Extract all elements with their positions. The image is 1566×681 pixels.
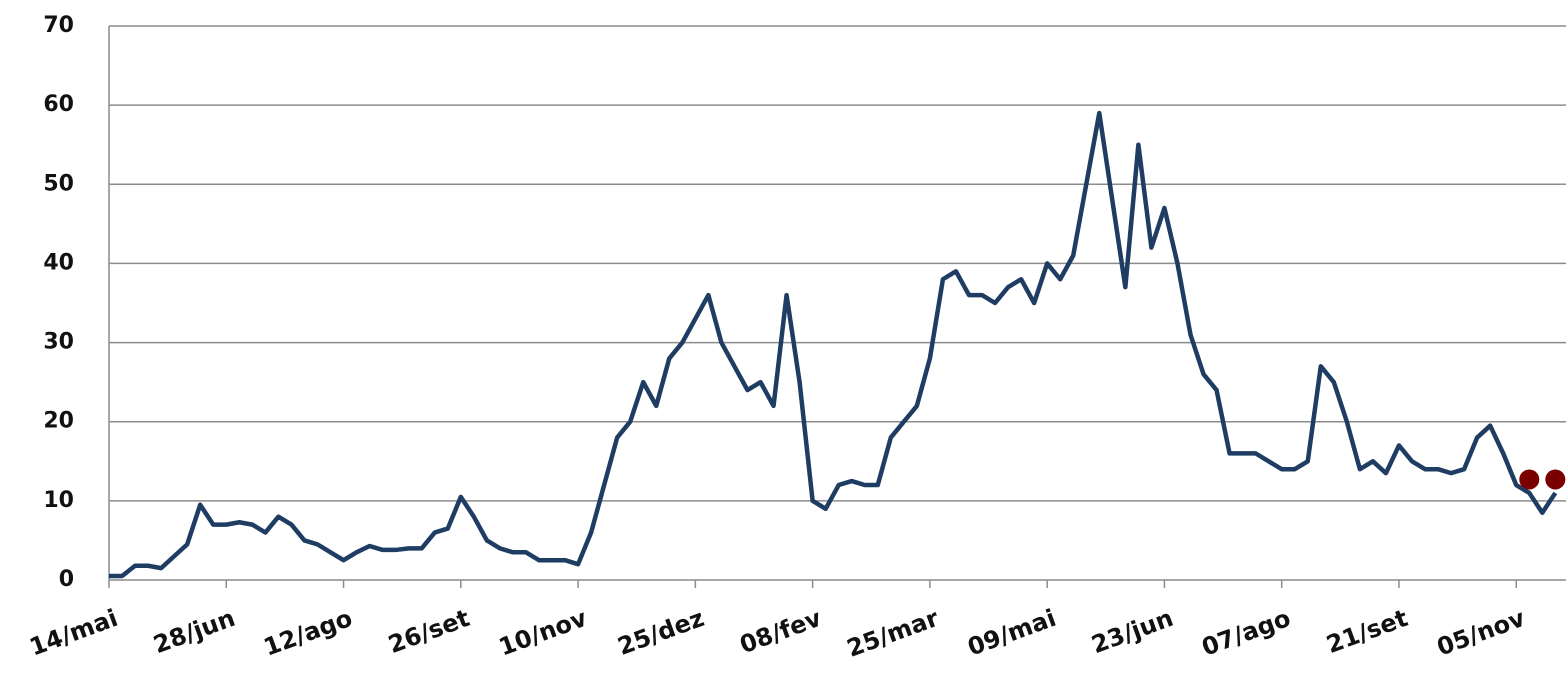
data-point xyxy=(1519,469,1540,490)
y-tick-label: 40 xyxy=(43,250,74,275)
x-tick-label: 08/fev xyxy=(736,604,825,659)
x-tick-label: 25/mar xyxy=(843,604,942,663)
y-tick-label: 30 xyxy=(43,330,74,355)
y-tick-label: 20 xyxy=(43,409,74,434)
data-point xyxy=(1545,469,1566,490)
data-line xyxy=(109,110,1558,579)
x-tick-label: 14/mai xyxy=(26,604,122,662)
x-tick-label: 10/nov xyxy=(495,604,591,662)
x-tick-label: 25/dez xyxy=(614,604,708,661)
x-tick-label: 07/ago xyxy=(1198,604,1294,662)
y-tick-label: 60 xyxy=(43,92,74,117)
x-tick-label: 09/mai xyxy=(964,604,1060,662)
y-tick-label: 70 xyxy=(43,13,74,38)
y-tick-label: 0 xyxy=(59,567,74,592)
y-tick-label: 50 xyxy=(43,171,74,196)
x-tick-label: 26/set xyxy=(385,604,474,659)
x-tick-label: 21/set xyxy=(1323,604,1412,659)
x-tick-label: 23/jun xyxy=(1088,604,1177,659)
x-tick-label: 12/ago xyxy=(260,604,356,662)
x-tick-label: 28/jun xyxy=(150,604,239,659)
y-tick-label: 10 xyxy=(43,488,74,513)
x-tick-label: 05/nov xyxy=(1433,604,1529,662)
